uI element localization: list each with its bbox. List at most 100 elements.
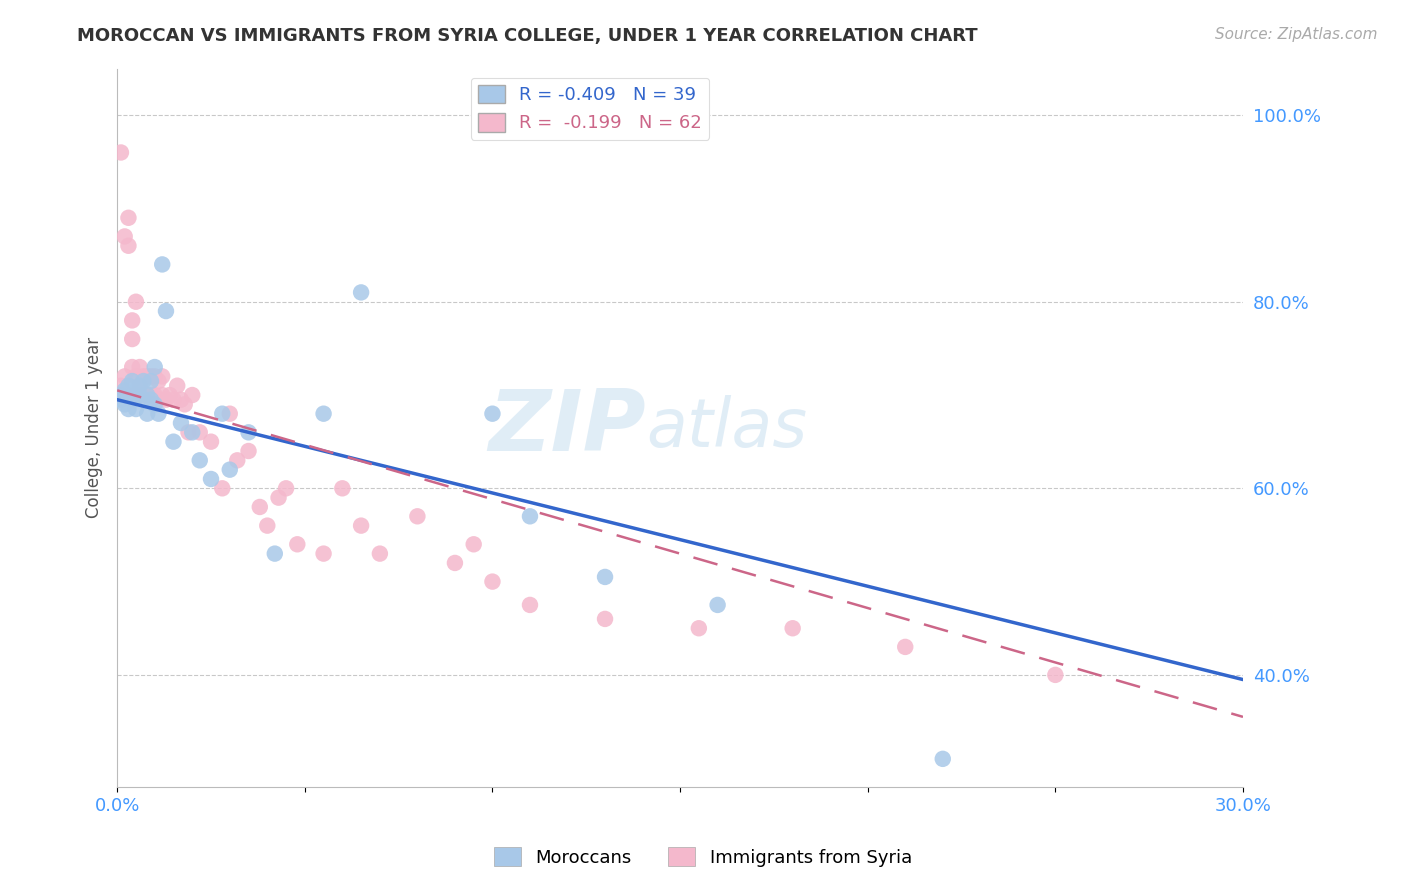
- Point: [519, 509, 541, 524]
- Point: [121, 392, 143, 407]
- Point: [136, 388, 159, 402]
- Point: [150, 257, 173, 271]
- Point: [256, 518, 278, 533]
- Point: [593, 612, 616, 626]
- Point: [150, 369, 173, 384]
- Point: [117, 388, 139, 402]
- Point: [211, 407, 233, 421]
- Point: [150, 388, 173, 402]
- Point: [274, 481, 297, 495]
- Point: [136, 407, 159, 421]
- Point: [162, 434, 184, 449]
- Point: [143, 388, 166, 402]
- Point: [121, 313, 143, 327]
- Point: [110, 388, 132, 402]
- Point: [188, 425, 211, 440]
- Point: [136, 388, 159, 402]
- Point: [121, 374, 143, 388]
- Point: [218, 463, 240, 477]
- Point: [143, 397, 166, 411]
- Point: [117, 211, 139, 225]
- Point: [162, 392, 184, 407]
- Point: [238, 425, 260, 440]
- Text: MOROCCAN VS IMMIGRANTS FROM SYRIA COLLEGE, UNDER 1 YEAR CORRELATION CHART: MOROCCAN VS IMMIGRANTS FROM SYRIA COLLEG…: [77, 27, 979, 45]
- Point: [593, 570, 616, 584]
- Point: [139, 388, 162, 402]
- Point: [267, 491, 290, 505]
- Point: [177, 425, 200, 440]
- Point: [238, 444, 260, 458]
- Point: [121, 359, 143, 374]
- Point: [125, 369, 148, 384]
- Point: [110, 145, 132, 160]
- Point: [125, 294, 148, 309]
- Point: [128, 359, 150, 374]
- Y-axis label: College, Under 1 year: College, Under 1 year: [86, 337, 103, 518]
- Point: [117, 239, 139, 253]
- Point: [121, 332, 143, 346]
- Point: [125, 402, 148, 417]
- Point: [181, 388, 204, 402]
- Text: ZIP: ZIP: [489, 386, 647, 469]
- Point: [894, 640, 917, 654]
- Point: [132, 388, 155, 402]
- Point: [155, 392, 177, 407]
- Point: [114, 397, 136, 411]
- Point: [114, 229, 136, 244]
- Legend: Moroccans, Immigrants from Syria: Moroccans, Immigrants from Syria: [486, 840, 920, 874]
- Point: [444, 556, 467, 570]
- Text: Source: ZipAtlas.com: Source: ZipAtlas.com: [1215, 27, 1378, 42]
- Point: [481, 407, 503, 421]
- Point: [117, 378, 139, 392]
- Point: [285, 537, 308, 551]
- Point: [211, 481, 233, 495]
- Point: [200, 434, 222, 449]
- Point: [125, 388, 148, 402]
- Point: [110, 378, 132, 392]
- Point: [932, 752, 955, 766]
- Point: [226, 453, 249, 467]
- Point: [139, 392, 162, 407]
- Point: [249, 500, 271, 514]
- Point: [312, 547, 335, 561]
- Point: [173, 397, 195, 411]
- Point: [170, 416, 193, 430]
- Point: [110, 388, 132, 402]
- Point: [136, 369, 159, 384]
- Point: [688, 621, 710, 635]
- Point: [155, 304, 177, 318]
- Legend: R = -0.409   N = 39, R =  -0.199   N = 62: R = -0.409 N = 39, R = -0.199 N = 62: [471, 78, 710, 140]
- Point: [519, 598, 541, 612]
- Point: [148, 407, 170, 421]
- Point: [330, 481, 353, 495]
- Point: [139, 369, 162, 384]
- Point: [128, 378, 150, 392]
- Point: [148, 392, 170, 407]
- Point: [128, 378, 150, 392]
- Point: [114, 388, 136, 402]
- Point: [188, 453, 211, 467]
- Point: [706, 598, 728, 612]
- Point: [132, 374, 155, 388]
- Point: [350, 518, 373, 533]
- Point: [181, 425, 204, 440]
- Point: [463, 537, 485, 551]
- Point: [350, 285, 373, 300]
- Point: [782, 621, 804, 635]
- Point: [143, 369, 166, 384]
- Point: [114, 369, 136, 384]
- Point: [148, 374, 170, 388]
- Point: [166, 378, 188, 392]
- Point: [200, 472, 222, 486]
- Point: [125, 388, 148, 402]
- Point: [1045, 668, 1067, 682]
- Text: atlas: atlas: [647, 394, 807, 460]
- Point: [143, 359, 166, 374]
- Point: [170, 392, 193, 407]
- Point: [263, 547, 285, 561]
- Point: [312, 407, 335, 421]
- Point: [481, 574, 503, 589]
- Point: [406, 509, 429, 524]
- Point: [117, 402, 139, 417]
- Point: [368, 547, 391, 561]
